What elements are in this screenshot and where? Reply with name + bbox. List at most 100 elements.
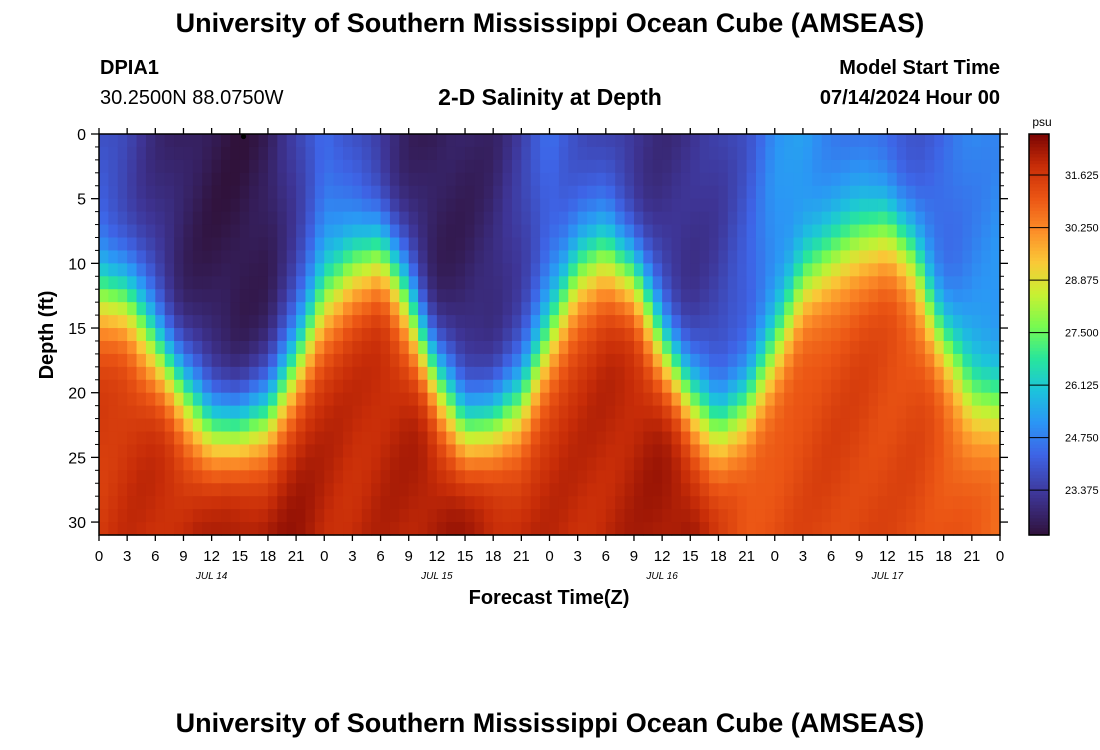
heatmap-cell [934, 328, 945, 342]
heatmap-cell [277, 392, 288, 407]
heatmap-cell [474, 444, 485, 458]
heatmap-cell [662, 457, 673, 471]
heatmap-cell [211, 405, 222, 420]
heatmap-cell [587, 211, 598, 226]
heatmap-cell [587, 237, 598, 252]
heatmap-cell [680, 405, 691, 420]
heatmap-cell [521, 302, 532, 316]
heatmap-cell [934, 340, 945, 355]
heatmap-cell [727, 211, 738, 226]
heatmap-cell [840, 340, 851, 355]
heatmap-cell [643, 444, 654, 458]
heatmap-cell [934, 198, 945, 213]
heatmap-cell [389, 340, 400, 355]
heatmap-cell [915, 185, 926, 200]
heatmap-cell [877, 198, 888, 213]
heatmap-cell [765, 431, 776, 446]
heatmap-cell [211, 444, 222, 458]
heatmap-cell [521, 185, 532, 200]
heatmap-cell [474, 328, 485, 342]
heatmap-cell [305, 379, 316, 394]
heatmap-cell [718, 315, 729, 329]
heatmap-cell [502, 211, 513, 226]
heatmap-cell [746, 250, 757, 264]
heatmap-cell [286, 340, 297, 355]
heatmap-cell [277, 224, 288, 239]
heatmap-cell [718, 509, 729, 523]
heatmap-cell [793, 509, 804, 523]
heatmap-cell [389, 276, 400, 290]
heatmap-cell [568, 276, 579, 290]
heatmap-cell [258, 185, 269, 200]
heatmap-cell [906, 146, 917, 161]
heatmap-cell [915, 211, 926, 226]
heatmap-cell [774, 457, 785, 471]
heatmap-cell [915, 172, 926, 187]
heatmap-cell [587, 185, 598, 200]
y-tick-label: 30 [68, 515, 86, 532]
heatmap-cell [568, 340, 579, 355]
heatmap-cell [511, 224, 522, 239]
heatmap-cell [990, 418, 1001, 433]
heatmap-cell [174, 405, 185, 420]
heatmap-cell [662, 237, 673, 252]
heatmap-cell [418, 444, 429, 458]
heatmap-cell [408, 353, 419, 368]
heatmap-cell [408, 146, 419, 161]
heatmap-cell [202, 418, 213, 433]
heatmap-cell [765, 457, 776, 471]
heatmap-cell [521, 392, 532, 407]
heatmap-cell [502, 198, 513, 213]
heatmap-cell [521, 457, 532, 471]
heatmap-cell [127, 237, 138, 252]
heatmap-cell [483, 496, 494, 510]
heatmap-cell [474, 509, 485, 523]
heatmap-cell [324, 224, 335, 239]
heatmap-cell [821, 444, 832, 458]
heatmap-cell [934, 289, 945, 303]
heatmap-cell [521, 366, 532, 381]
heatmap-cell [399, 224, 410, 239]
colorbar-segment [1029, 397, 1049, 402]
heatmap-cell [343, 470, 354, 484]
x-tick-label: 3 [123, 548, 131, 565]
heatmap-cell [709, 444, 720, 458]
heatmap-cell [624, 134, 635, 148]
heatmap-cell [192, 522, 203, 536]
heatmap-cell [755, 172, 766, 187]
heatmap-cell [877, 250, 888, 264]
heatmap-cell [549, 263, 560, 277]
heatmap-cell [446, 431, 457, 446]
heatmap-cell [605, 483, 616, 497]
colorbar-segment [1029, 528, 1049, 533]
heatmap-cell [164, 444, 175, 458]
heatmap-cell [558, 405, 569, 420]
heatmap-cell [174, 289, 185, 303]
colorbar-segment [1029, 144, 1049, 148]
heatmap-cell [821, 211, 832, 226]
heatmap-cell [840, 457, 851, 471]
heatmap-cell [296, 172, 307, 187]
heatmap-cell [324, 522, 335, 536]
heatmap-cell [709, 146, 720, 161]
heatmap-cell [953, 328, 964, 342]
heatmap-cell [324, 379, 335, 394]
heatmap-cell [915, 340, 926, 355]
heatmap-cell [774, 418, 785, 433]
heatmap-cell [755, 315, 766, 329]
heatmap-cell [774, 198, 785, 213]
heatmap-cell [258, 457, 269, 471]
heatmap-cell [418, 198, 429, 213]
heatmap-cell [943, 224, 954, 239]
heatmap-cell [840, 211, 851, 226]
heatmap-cell [633, 457, 644, 471]
heatmap-cell [605, 185, 616, 200]
heatmap-cell [389, 315, 400, 329]
heatmap-cell [765, 353, 776, 368]
heatmap-cell [727, 289, 738, 303]
heatmap-cell [699, 134, 710, 148]
heatmap-cell [671, 224, 682, 239]
heatmap-cell [174, 340, 185, 355]
heatmap-cell [127, 263, 138, 277]
heatmap-cell [436, 483, 447, 497]
